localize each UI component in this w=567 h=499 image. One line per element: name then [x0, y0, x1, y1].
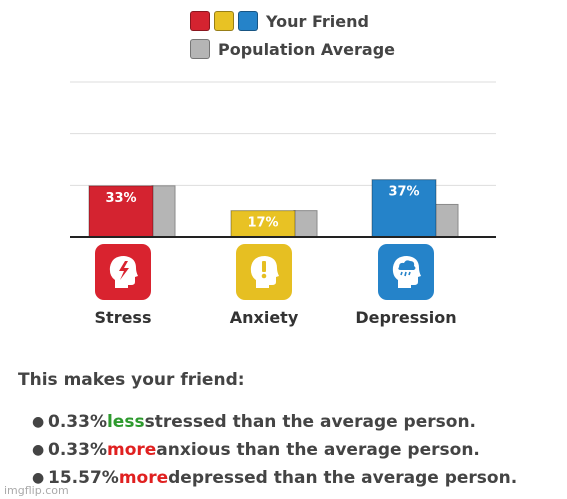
bar-average-anxiety — [293, 210, 318, 238]
summary: This makes your friend: ● 0.33% less str… — [18, 370, 558, 492]
summary-text: stressed than the average person. — [144, 412, 477, 432]
category-label-stress: Stress — [94, 308, 152, 327]
category-label-anxiety: Anxiety — [229, 308, 299, 327]
bar-average-depression — [434, 203, 459, 238]
summary-item-stress: ● 0.33% less stressed than the average p… — [18, 408, 558, 436]
summary-item-depression: ● 15.57% more depressed than the average… — [18, 464, 558, 492]
bullet-icon: ● — [32, 414, 45, 430]
summary-highlight: less — [106, 412, 145, 432]
summary-list: ● 0.33% less stressed than the average p… — [18, 408, 558, 492]
data-label-depression: 37% — [388, 185, 419, 200]
legend-swatch-gray — [190, 39, 210, 59]
summary-value: 0.33% — [48, 412, 107, 432]
data-label-anxiety: 17% — [247, 216, 278, 231]
summary-value: 15.57% — [48, 468, 119, 488]
legend-swatch-red — [190, 11, 210, 31]
legend-swatch-blue — [238, 11, 258, 31]
summary-item-anxiety: ● 0.33% more anxious than the average pe… — [18, 436, 558, 464]
bar-friend-depression — [371, 179, 437, 238]
legend-row-friend: Your Friend — [190, 8, 395, 34]
depression-icon — [378, 244, 434, 300]
category-label-depression: Depression — [355, 308, 457, 327]
bar-friend-anxiety — [230, 210, 296, 238]
legend: Your Friend Population Average — [190, 8, 395, 64]
summary-text: anxious than the average person. — [156, 440, 480, 460]
summary-heading: This makes your friend: — [18, 370, 245, 390]
legend-swatch-yellow — [214, 11, 234, 31]
summary-value: 0.33% — [48, 440, 107, 460]
anxious-head-icon — [250, 256, 279, 288]
legend-label-friend: Your Friend — [266, 11, 369, 31]
anxiety-icon — [236, 244, 292, 300]
stressed-head-icon — [109, 256, 138, 288]
data-label-stress: 33% — [105, 191, 136, 206]
watermark: imgflip.com — [4, 484, 69, 497]
bar-friend-stress — [88, 185, 154, 238]
bar-average-stress — [151, 185, 176, 238]
stress-icon — [95, 244, 151, 300]
bullet-icon: ● — [32, 470, 45, 486]
summary-highlight: more — [106, 440, 157, 460]
legend-label-average: Population Average — [218, 39, 396, 59]
depressed-head-icon — [392, 256, 421, 288]
legend-row-average: Population Average — [190, 36, 395, 62]
summary-highlight: more — [118, 468, 169, 488]
bar-chart: 33% 17% 37% — [70, 81, 496, 238]
bullet-icon: ● — [32, 442, 45, 458]
summary-text: depressed than the average person. — [168, 468, 518, 488]
